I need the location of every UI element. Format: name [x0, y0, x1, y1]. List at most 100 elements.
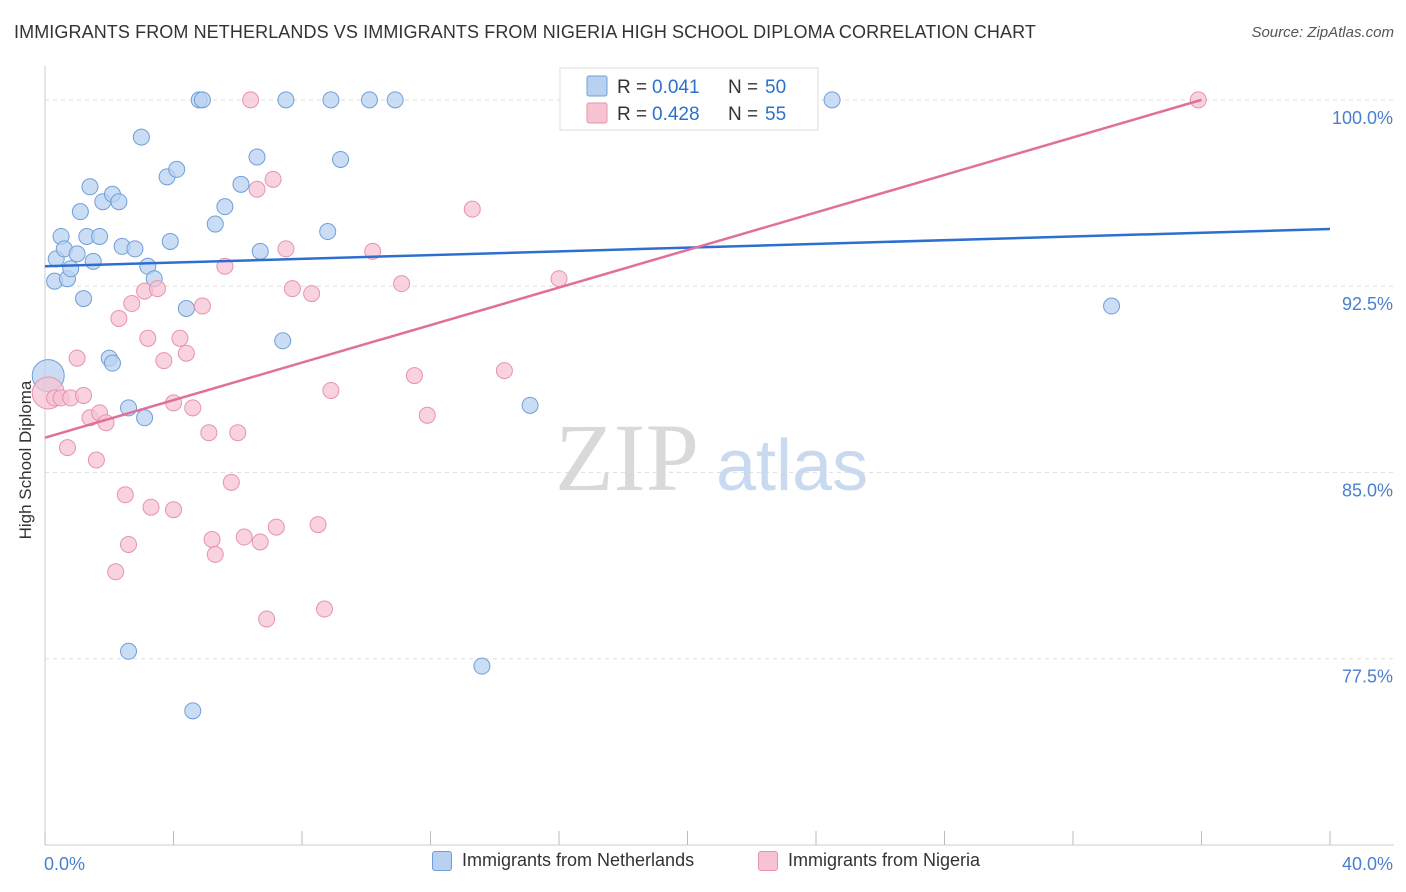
y-tick-label-3: 100.0% [1332, 108, 1393, 128]
point-nigeria-48 [405, 367, 423, 385]
point-nigeria-46 [364, 242, 382, 260]
point-nigeria-24 [177, 344, 195, 362]
point-netherlands-48 [823, 91, 841, 109]
legend-n-label-1: N = [728, 77, 758, 98]
point-netherlands-40 [322, 91, 340, 109]
point-netherlands-36 [251, 242, 269, 260]
point-nigeria-26 [193, 297, 211, 315]
point-nigeria-6 [75, 386, 93, 404]
axis-layer: 77.5% 85.0% 92.5% 100.0% 0.0% 40.0% [44, 66, 1394, 874]
watermark-zip: ZIP [555, 404, 699, 511]
point-netherlands-11 [81, 178, 99, 196]
point-nigeria-20 [155, 352, 173, 370]
trend-line-netherlands [44, 227, 1331, 268]
point-nigeria-12 [110, 309, 128, 327]
point-nigeria-11 [107, 563, 125, 581]
point-netherlands-28 [168, 160, 186, 178]
point-nigeria-8 [87, 451, 105, 469]
point-netherlands-6 [62, 260, 80, 278]
point-netherlands-33 [216, 198, 234, 216]
bottom-legend-netherlands: Immigrants from Netherlands [432, 850, 694, 871]
legend-n-value-2: 55 [765, 104, 786, 125]
point-netherlands-35 [248, 148, 266, 166]
point-nigeria-42 [303, 285, 321, 303]
points-layer [31, 91, 1207, 720]
bottom-legend: Immigrants from Netherlands Immigrants f… [0, 850, 1406, 880]
point-netherlands-44 [120, 642, 138, 660]
point-nigeria-52 [550, 270, 568, 288]
point-nigeria-18 [142, 498, 160, 516]
point-nigeria-17 [139, 329, 157, 347]
y-tick-label-1: 85.0% [1342, 480, 1393, 500]
point-nigeria-33 [235, 528, 253, 546]
watermark: ZIP atlas [555, 404, 868, 511]
point-netherlands-21 [103, 354, 121, 372]
point-nigeria-44 [315, 600, 333, 618]
legend-swatch-pink [758, 850, 778, 871]
point-netherlands-42 [360, 91, 378, 109]
point-nigeria-35 [248, 180, 266, 198]
legend-r-label-2: R = [617, 104, 647, 125]
bottom-legend-nigeria-label: Immigrants from Nigeria [788, 850, 981, 870]
point-netherlands-46 [473, 657, 491, 675]
point-netherlands-39 [319, 223, 337, 241]
legend-r-value-1: 0.041 [652, 77, 700, 98]
point-netherlands-37 [277, 91, 295, 109]
point-netherlands-7 [68, 245, 86, 263]
point-netherlands-49 [1103, 297, 1121, 315]
legend-r-label-1: R = [617, 77, 647, 98]
point-nigeria-43 [309, 516, 327, 534]
point-netherlands-31 [193, 91, 211, 109]
point-nigeria-34 [242, 91, 260, 109]
point-netherlands-23 [136, 409, 154, 427]
point-netherlands-8 [75, 290, 93, 308]
point-netherlands-12 [84, 252, 102, 270]
point-netherlands-27 [161, 232, 179, 250]
point-nigeria-3 [58, 439, 76, 457]
y-tick-label-2: 92.5% [1342, 294, 1393, 314]
point-netherlands-43 [386, 91, 404, 109]
point-netherlands-19 [126, 240, 144, 258]
x-tick-label-1: 40.0% [1342, 854, 1393, 874]
legend-swatch-blue [432, 850, 452, 871]
point-netherlands-34 [232, 175, 250, 193]
point-nigeria-29 [206, 545, 224, 563]
point-netherlands-16 [110, 193, 128, 211]
trend-line-nigeria [44, 98, 1202, 439]
point-nigeria-50 [463, 200, 481, 218]
correlation-legend: R = 0.041 N = 50 R = 0.428 N = 55 [559, 67, 819, 131]
legend-n-value-1: 50 [765, 77, 786, 98]
chart-title: IMMIGRANTS FROM NETHERLANDS VS IMMIGRANT… [14, 22, 1036, 42]
bottom-legend-netherlands-label: Immigrants from Netherlands [462, 850, 695, 870]
point-nigeria-15 [120, 535, 138, 553]
bottom-legend-nigeria: Immigrants from Nigeria [758, 850, 980, 871]
point-nigeria-28 [203, 530, 221, 548]
point-nigeria-14 [123, 295, 141, 313]
legend-swatch-nigeria [586, 102, 608, 124]
point-netherlands-22 [132, 128, 150, 146]
source-label: Source: ZipAtlas.com [1251, 24, 1394, 41]
point-netherlands-47 [521, 396, 539, 414]
point-netherlands-45 [184, 702, 202, 720]
point-nigeria-13 [116, 486, 134, 504]
point-netherlands-9 [71, 203, 89, 221]
x-tick-label-0: 0.0% [44, 854, 85, 874]
point-nigeria-21 [165, 501, 182, 519]
trend-layer [44, 98, 1331, 439]
watermark-atlas: atlas [716, 426, 868, 506]
point-netherlands-29 [177, 300, 195, 318]
point-nigeria-45 [322, 381, 340, 399]
point-nigeria-47 [393, 275, 411, 293]
point-nigeria-23 [171, 329, 189, 347]
point-nigeria-40 [277, 240, 295, 258]
point-nigeria-25 [184, 399, 202, 417]
point-netherlands-13 [91, 227, 109, 245]
point-nigeria-41 [283, 280, 301, 298]
point-nigeria-27 [200, 424, 218, 442]
legend-r-value-2: 0.428 [652, 104, 700, 125]
point-nigeria-32 [229, 424, 247, 442]
point-nigeria-37 [258, 610, 276, 628]
point-nigeria-51 [495, 362, 513, 380]
point-nigeria-19 [148, 280, 166, 298]
